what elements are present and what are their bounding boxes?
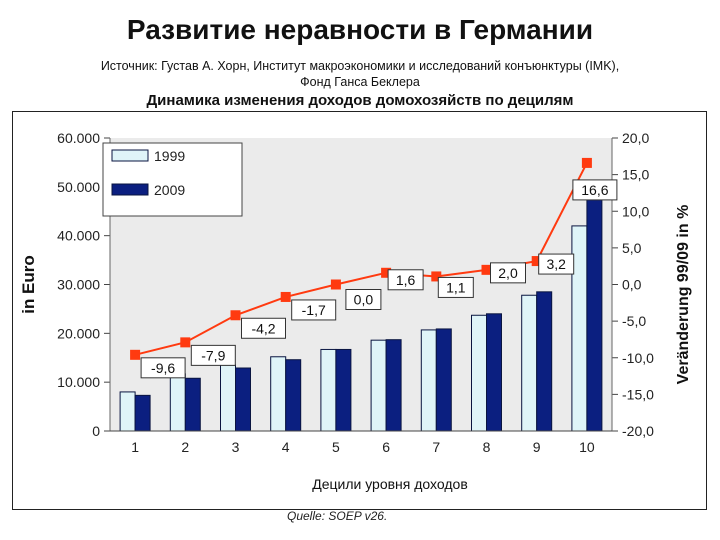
source-line-2: Фонд Ганса Беклера xyxy=(300,75,420,89)
bar-2009-decile-2 xyxy=(184,377,201,432)
source-line-1: Источник: Густав А. Хорн, Институт макро… xyxy=(100,59,620,73)
x-axis-title: Децили уровня доходов xyxy=(312,476,468,492)
page-title: Развитие неравности в Германии xyxy=(126,14,594,45)
data-label: 0,0 xyxy=(354,292,374,308)
legend-label-2009: 2009 xyxy=(154,182,185,198)
y-axis-title: in Euro xyxy=(19,255,38,314)
y-tick-label: 0 xyxy=(92,423,100,439)
y2-tick-label: 15,0 xyxy=(622,167,649,183)
y2-tick-label: -15,0 xyxy=(622,386,654,402)
data-label: 1,6 xyxy=(396,272,416,288)
data-label: -4,2 xyxy=(251,320,275,336)
data-label-box xyxy=(437,276,474,298)
change-marker xyxy=(130,349,141,360)
y2-tick-label: 5,0 xyxy=(622,240,642,256)
change-marker xyxy=(381,267,392,278)
change-marker xyxy=(330,279,341,290)
legend-label-1999: 1999 xyxy=(154,148,185,164)
data-label-box xyxy=(291,299,337,321)
data-label-box xyxy=(387,269,424,291)
data-source-footer: Quelle: SOEP v26. xyxy=(287,509,388,523)
bar-1999-decile-1 xyxy=(119,391,136,432)
y2-axis-title: Veränderung 99/09 in % xyxy=(675,205,692,385)
change-marker xyxy=(230,310,241,321)
y2-tick-label: 20,0 xyxy=(622,130,649,146)
bar-2009-decile-6 xyxy=(385,339,402,432)
change-marker xyxy=(531,256,542,267)
change-marker xyxy=(180,337,191,348)
y2-tick-label: -10,0 xyxy=(622,350,654,366)
y-tick-label: 30.000 xyxy=(57,277,100,293)
y-tick-label: 20.000 xyxy=(57,325,100,341)
y2-tick-label: -5,0 xyxy=(622,313,646,329)
x-tick-label: 5 xyxy=(332,439,340,455)
bar-2009-decile-1 xyxy=(134,394,151,432)
data-label-box xyxy=(490,262,526,284)
bar-1999-decile-9 xyxy=(521,294,538,432)
change-marker xyxy=(280,291,291,302)
bar-2009-decile-3 xyxy=(235,367,251,432)
data-label-box xyxy=(572,179,618,201)
bar-1999-decile-6 xyxy=(370,339,387,432)
data-label-box xyxy=(241,317,286,339)
x-tick-label: 8 xyxy=(483,439,491,455)
bar-1999-decile-7 xyxy=(420,329,437,432)
data-label: 1,1 xyxy=(446,279,466,295)
chart-subtitle: Динамика изменения доходов домохозяйств … xyxy=(146,92,574,109)
bar-1999-decile-3 xyxy=(220,364,236,432)
y2-tick-label: -20,0 xyxy=(622,423,654,439)
y2-tick-label: 0,0 xyxy=(622,277,642,293)
bar-2009-decile-9 xyxy=(536,291,553,432)
bar-2009-decile-8 xyxy=(486,313,502,432)
data-label: -9,6 xyxy=(151,360,175,376)
y-tick-label: 50.000 xyxy=(57,179,100,195)
change-marker xyxy=(431,271,442,282)
bar-1999-decile-2 xyxy=(169,373,186,432)
data-label-box xyxy=(345,289,382,310)
x-tick-label: 9 xyxy=(533,439,541,455)
bar-2009-decile-10 xyxy=(586,193,603,432)
data-label-box xyxy=(190,344,236,366)
data-label: 3,2 xyxy=(546,256,566,272)
x-tick-label: 10 xyxy=(579,439,595,455)
bar-2009-decile-5 xyxy=(335,348,352,432)
data-label: -1,7 xyxy=(302,302,326,318)
data-label: 2,0 xyxy=(498,265,518,281)
bar-1999-decile-5 xyxy=(320,348,337,432)
legend-swatch-2009 xyxy=(111,183,149,196)
legend-swatch-1999 xyxy=(111,149,149,162)
x-tick-label: 1 xyxy=(131,439,139,455)
data-label-box xyxy=(538,253,575,275)
change-marker xyxy=(481,264,492,275)
bar-1999-decile-4 xyxy=(270,356,287,432)
x-tick-label: 7 xyxy=(432,439,440,455)
source-note: Источник: Густав А. Хорн, Институт макро… xyxy=(40,58,680,90)
data-label: -7,9 xyxy=(201,347,225,363)
x-tick-label: 2 xyxy=(181,439,189,455)
data-label: 16,6 xyxy=(581,182,608,198)
x-tick-label: 4 xyxy=(282,439,290,455)
y-tick-label: 60.000 xyxy=(57,130,100,146)
y-tick-label: 10.000 xyxy=(57,374,100,390)
bar-2009-decile-7 xyxy=(435,328,452,432)
y2-tick-label: 10,0 xyxy=(622,203,649,219)
change-marker xyxy=(581,157,592,168)
bar-2009-decile-4 xyxy=(285,359,302,432)
bar-1999-decile-8 xyxy=(471,314,487,432)
y-tick-label: 40.000 xyxy=(57,228,100,244)
data-label-box xyxy=(140,357,186,379)
x-tick-label: 3 xyxy=(232,439,240,455)
x-tick-label: 6 xyxy=(382,439,390,455)
